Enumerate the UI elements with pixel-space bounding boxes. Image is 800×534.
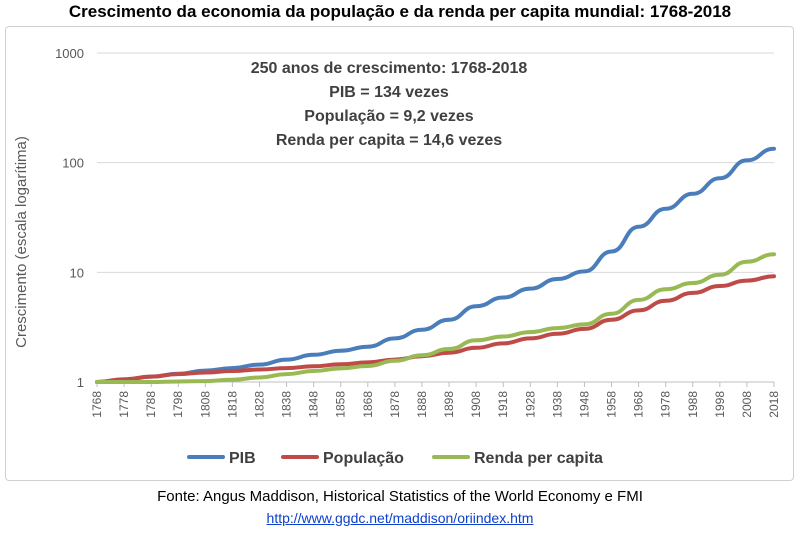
x-tick-label: 1908 — [469, 391, 483, 418]
x-tick-label: 1898 — [442, 391, 456, 418]
legend-label: População — [323, 450, 404, 467]
x-tick-label: 1938 — [550, 391, 564, 418]
y-tick-label: 1 — [77, 375, 84, 390]
x-tick-label: 1798 — [171, 391, 185, 418]
series-line-pib — [95, 146, 776, 384]
legend: PIB População Renda per capita — [187, 450, 603, 467]
x-tick-label: 1968 — [632, 391, 646, 418]
x-tick-label: 1928 — [523, 391, 537, 418]
x-tick-label: 1948 — [577, 391, 591, 418]
grid-lines — [97, 52, 774, 273]
x-tick-label: 1848 — [307, 391, 321, 418]
annotation-line: População = 9,2 vezes — [304, 108, 474, 125]
series-line-renda-per-capita — [95, 252, 776, 384]
growth-annotation: 250 anos de crescimento: 1768-2018 PIB = … — [251, 60, 528, 149]
x-tick-label: 1918 — [496, 391, 510, 418]
x-tick-label: 1888 — [415, 391, 429, 418]
legend-label: Renda per capita — [474, 450, 603, 467]
y-tick-label: 10 — [70, 265, 84, 280]
x-tick-label: 1858 — [334, 391, 348, 418]
x-tick-label: 1978 — [659, 391, 673, 418]
x-tick-label: 1818 — [225, 391, 239, 418]
y-axis-label: Crescimento (escala logarítima) — [13, 136, 30, 348]
chart-title: Crescimento da economia da população e d… — [68, 2, 732, 21]
series-lines — [95, 146, 776, 384]
annotation-line: PIB = 134 vezes — [329, 84, 449, 101]
x-tick-label: 1838 — [280, 391, 294, 418]
line-chart: 1 10 100 1000 1768 1778 1788 1798 1808 1818 1828 18… — [13, 46, 781, 467]
x-tick-label: 1778 — [117, 391, 131, 418]
axes: 1 10 100 1000 1768 1778 1788 1798 1808 1818 1828 18… — [55, 46, 781, 418]
source-text: Fonte: Angus Maddison, Historical Statis… — [157, 488, 643, 505]
source-link[interactable]: http://www.ggdc.net/maddison/oriindex.ht… — [266, 510, 534, 526]
x-tick-label: 1868 — [361, 391, 375, 418]
x-tick-label: 1958 — [605, 391, 619, 418]
x-tick-label: 1828 — [252, 391, 266, 418]
x-tick-label: 1788 — [144, 391, 158, 418]
legend-label: PIB — [229, 450, 256, 467]
x-tick-label: 2018 — [767, 391, 781, 418]
y-tick-label: 1000 — [55, 46, 84, 61]
x-tick-label: 1988 — [686, 391, 700, 418]
x-tick-label: 1878 — [388, 391, 402, 418]
annotation-line: Renda per capita = 14,6 vezes — [276, 132, 502, 149]
annotation-line: 250 anos de crescimento: 1768-2018 — [251, 60, 528, 77]
x-tick-label: 1808 — [198, 391, 212, 418]
x-tick-label: 1998 — [713, 391, 727, 418]
x-tick-label: 1768 — [90, 391, 104, 418]
y-tick-label: 100 — [62, 156, 84, 171]
chart-area: 1 10 100 1000 1768 1778 1788 1798 1808 1818 1828 18… — [5, 26, 794, 481]
x-tick-label: 2008 — [740, 391, 754, 418]
series-line-popula-o — [95, 274, 776, 384]
